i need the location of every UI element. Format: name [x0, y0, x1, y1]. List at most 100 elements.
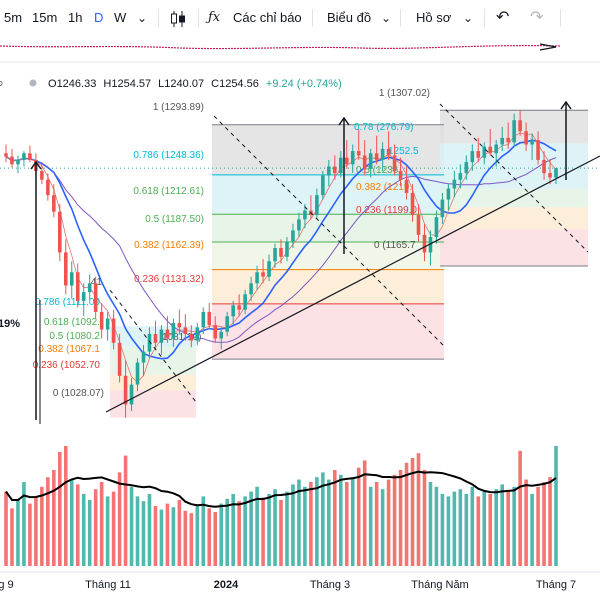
fib-paren-open: (	[58, 360, 65, 371]
fib-ratio: 0.236	[134, 274, 159, 285]
candle-body	[500, 137, 504, 145]
volume-bar	[374, 482, 379, 566]
toolbar-divider	[484, 9, 485, 27]
candle-body	[135, 362, 140, 385]
fib-partial-label: .41	[88, 277, 102, 288]
volume-bar	[350, 477, 355, 566]
volume-bar	[309, 482, 313, 566]
candle-body	[237, 305, 241, 310]
fib-level-label: 0.236 (1052.70	[33, 360, 101, 371]
candle-body	[362, 155, 367, 169]
fib-level-label: 0.78 (276.79)	[354, 122, 414, 133]
fib-paren-open: (	[381, 182, 388, 193]
fib-price: 1131.32	[165, 274, 201, 285]
candle-body	[344, 157, 349, 165]
ohlc-legend: O1246.33 H1254.57 L1240.07 C1254.56 +9.2…	[48, 78, 342, 90]
drawing-tools[interactable]	[30, 100, 600, 424]
fib-ratio: 0.236	[356, 205, 381, 216]
time-axis-tick: Tháng 11	[85, 579, 131, 591]
volume-bar	[416, 453, 421, 566]
candle-body	[147, 333, 152, 352]
open-value: 1246.33	[57, 78, 97, 90]
candle-body	[207, 311, 212, 326]
close-label: C	[211, 78, 219, 90]
volume-bar	[452, 491, 457, 566]
volume-bar	[117, 472, 122, 566]
candle-body	[129, 384, 134, 405]
volume-bar	[135, 496, 140, 566]
fib-zone	[440, 188, 588, 208]
candle-body	[285, 241, 289, 257]
chart-type-button[interactable]: Biểu đồ	[327, 10, 372, 25]
volume-bar	[165, 503, 170, 566]
fib-zone	[440, 207, 588, 230]
volume-bar	[321, 472, 325, 566]
fibonacci-zones	[110, 109, 588, 418]
redo-icon[interactable]: ↷	[530, 9, 544, 26]
volume-bar	[398, 470, 403, 566]
candle-body	[123, 375, 128, 405]
fib-paren-close: )	[201, 274, 204, 285]
fib-paren-open: (	[384, 88, 391, 99]
volume-bar	[87, 500, 92, 566]
indicators-icon[interactable]: ƒx	[208, 10, 221, 25]
settings-icon[interactable]: ○	[0, 76, 3, 90]
interval-15m[interactable]: 15m	[32, 10, 58, 25]
fib-zone	[440, 229, 588, 266]
indicators-button[interactable]: Các chỉ báo	[233, 10, 302, 25]
volume-bar	[494, 489, 499, 566]
fib-paren-close: )	[410, 122, 413, 133]
fib-paren-open: (	[158, 150, 165, 161]
volume-bar	[392, 474, 397, 566]
time-axis[interactable]: g 9 Tháng 11 2024 Tháng 3 Tháng Năm Tháng 7	[0, 571, 600, 591]
fib-ratio: 0	[53, 388, 59, 399]
volume-bar	[177, 500, 182, 566]
candle-body	[22, 153, 26, 160]
volume-bar	[10, 508, 14, 566]
fib-zone	[110, 390, 196, 418]
candle-body	[93, 283, 98, 312]
candle-body	[518, 120, 522, 132]
volume-bar	[297, 479, 301, 566]
volume-bar	[75, 484, 80, 566]
fib-paren-close: )	[201, 102, 204, 113]
candle-body	[494, 144, 499, 154]
candle-body	[261, 272, 265, 277]
candle-body	[542, 159, 546, 174]
candle-body	[52, 195, 56, 212]
profile-button[interactable]: Hồ sơ	[416, 10, 452, 25]
navigator-bar[interactable]	[0, 36, 600, 63]
volume-bar	[368, 486, 373, 566]
candle-body	[10, 156, 14, 165]
chevron-down-icon[interactable]: ⌄	[137, 11, 148, 25]
chevron-down-icon[interactable]: ⌄	[463, 11, 474, 25]
interval-d[interactable]: D	[94, 10, 104, 25]
volume-bar	[410, 458, 415, 566]
close-value: 1254.56	[219, 78, 259, 90]
fibonacci-labels: 0.786 (1248.36)0.618 (1212.61)0.5 (1187.…	[33, 88, 430, 399]
status-dot-icon	[29, 79, 37, 87]
volume-bar	[213, 512, 218, 566]
fib-paren-open: (	[370, 165, 377, 176]
interval-5m[interactable]: 5m	[4, 10, 23, 25]
price-chart[interactable]: ○ O1246.33 H1254.57 L1240.07 C1254.56 +9…	[0, 36, 600, 600]
volume-bar	[46, 477, 50, 566]
volume-bar	[93, 489, 98, 566]
candle-body	[141, 351, 146, 363]
fib-level-label: 0.618 (1212.61)	[133, 186, 204, 197]
interval-w[interactable]: W	[114, 10, 127, 25]
fib-ratio: 0.5	[356, 165, 370, 176]
undo-icon[interactable]: ↶	[496, 9, 510, 26]
chevron-down-icon[interactable]: ⌄	[381, 11, 392, 25]
candlestick-icon[interactable]	[168, 0, 188, 36]
candle-body	[69, 272, 74, 286]
candle-body	[231, 305, 235, 317]
fib-ratio: 0.5	[145, 214, 159, 225]
candle-body	[488, 146, 493, 154]
volume-bar	[40, 486, 44, 566]
fib-price: 1248.36	[165, 150, 202, 161]
fib-ratio: 0.382	[134, 240, 159, 251]
interval-1h[interactable]: 1h	[68, 10, 83, 25]
fib-diagonal	[439, 103, 589, 253]
candlestick-series	[4, 110, 558, 418]
